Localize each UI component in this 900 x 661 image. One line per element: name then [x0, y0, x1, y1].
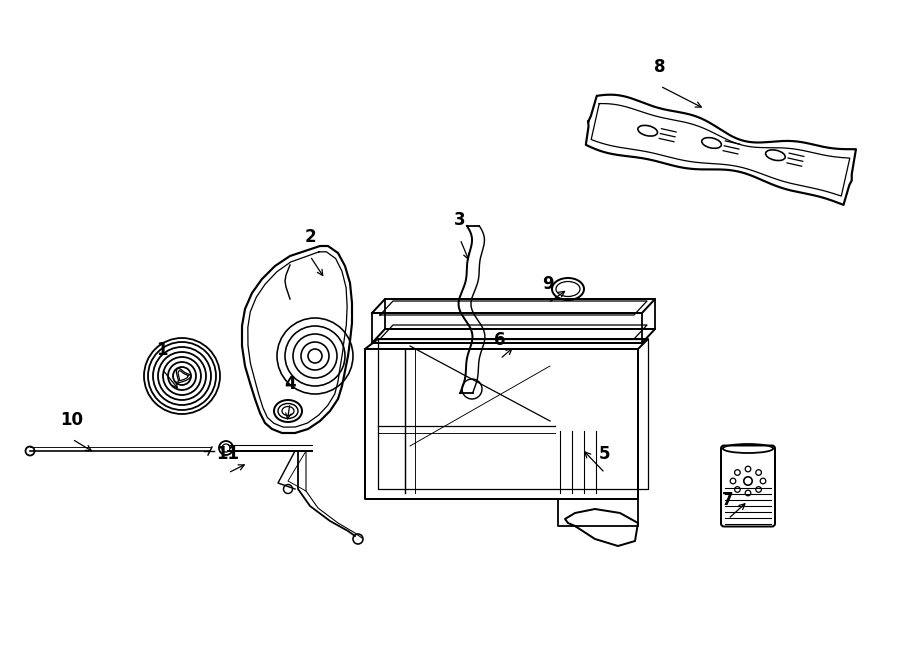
Text: 11: 11: [217, 445, 239, 463]
Text: 2: 2: [304, 228, 316, 246]
Text: 5: 5: [599, 445, 611, 463]
Text: 10: 10: [60, 411, 84, 429]
Text: 7: 7: [722, 491, 734, 509]
Text: 1: 1: [157, 341, 167, 359]
Text: 9: 9: [542, 275, 554, 293]
Text: 8: 8: [654, 58, 666, 76]
Text: 6: 6: [494, 331, 506, 349]
Text: 3: 3: [454, 211, 466, 229]
Text: 4: 4: [284, 375, 296, 393]
